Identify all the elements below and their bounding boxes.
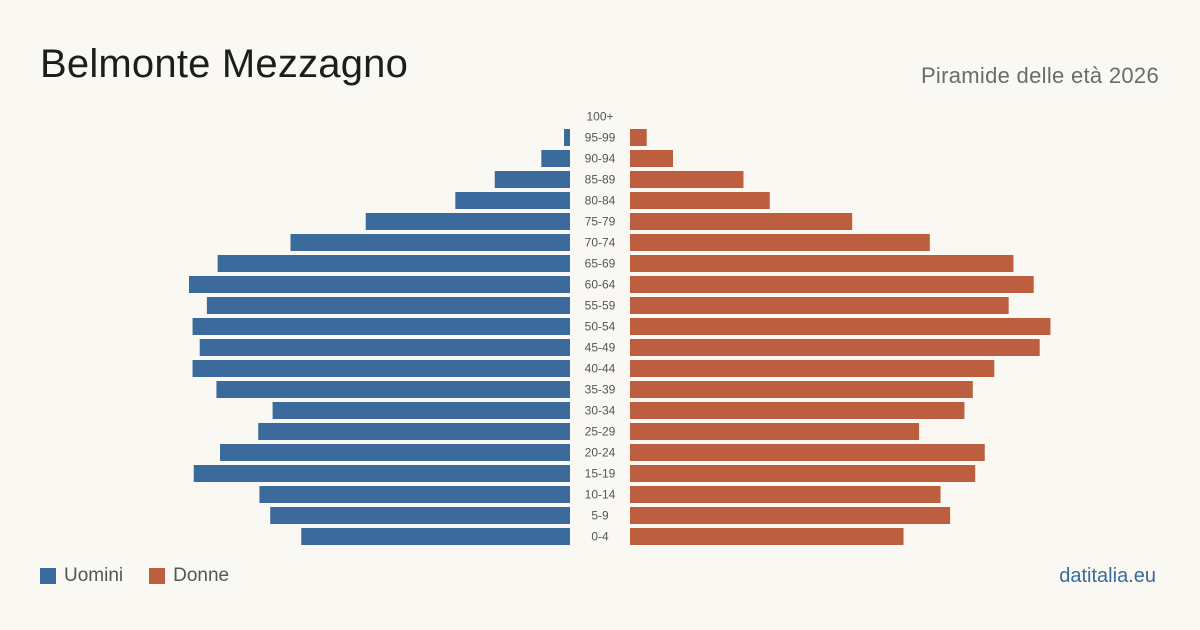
bar-women-25-29 <box>630 423 920 440</box>
bar-women-75-79 <box>630 213 853 230</box>
legend: Uomini Donne <box>40 565 255 587</box>
age-label-35-39: 35-39 <box>585 383 616 397</box>
age-label-25-29: 25-29 <box>585 425 616 439</box>
bar-women-5-9 <box>630 507 951 524</box>
age-label-85-89: 85-89 <box>585 173 616 187</box>
age-label-15-19: 15-19 <box>585 467 616 481</box>
bar-women-90-94 <box>630 150 673 167</box>
age-label-95-99: 95-99 <box>585 131 616 145</box>
bar-men-5-9 <box>270 507 570 524</box>
age-label-30-34: 30-34 <box>585 404 616 418</box>
bar-women-95-99 <box>630 129 647 146</box>
bar-men-55-59 <box>206 297 570 314</box>
page-title: Belmonte Mezzagno <box>40 42 409 86</box>
bar-men-50-54 <box>192 318 571 335</box>
bar-women-35-39 <box>630 381 973 398</box>
bar-men-90-94 <box>541 150 570 167</box>
bar-men-25-29 <box>258 423 570 440</box>
age-label-0-4: 0-4 <box>591 530 609 544</box>
age-label-70-74: 70-74 <box>585 236 616 250</box>
bar-men-10-14 <box>259 486 570 503</box>
age-label-80-84: 80-84 <box>585 194 616 208</box>
brand-link[interactable]: datitalia.eu <box>1059 565 1156 587</box>
bar-men-15-19 <box>193 465 570 482</box>
age-label-45-49: 45-49 <box>585 341 616 355</box>
bar-men-70-74 <box>290 234 570 251</box>
age-label-100plus: 100+ <box>586 110 613 124</box>
bar-women-30-34 <box>630 402 965 419</box>
bar-women-40-44 <box>630 360 995 377</box>
bar-men-20-24 <box>220 444 570 461</box>
legend-item-men: Uomini <box>40 565 123 587</box>
bar-women-0-4 <box>630 528 904 545</box>
age-label-10-14: 10-14 <box>585 488 616 502</box>
bar-women-10-14 <box>630 486 941 503</box>
bar-men-80-84 <box>455 192 570 209</box>
bar-men-45-49 <box>199 339 570 356</box>
age-label-20-24: 20-24 <box>585 446 616 460</box>
age-label-75-79: 75-79 <box>585 215 616 229</box>
legend-label-women: Donne <box>173 565 230 586</box>
bar-men-35-39 <box>216 381 570 398</box>
age-label-5-9: 5-9 <box>591 509 609 523</box>
bar-women-65-69 <box>630 255 1014 272</box>
bar-women-50-54 <box>630 318 1051 335</box>
bar-men-65-69 <box>217 255 570 272</box>
bar-women-60-64 <box>630 276 1034 293</box>
bar-women-70-74 <box>630 234 930 251</box>
bar-men-85-89 <box>494 171 570 188</box>
bar-men-75-79 <box>365 213 570 230</box>
legend-swatch-women <box>149 568 166 584</box>
age-label-50-54: 50-54 <box>585 320 616 334</box>
age-label-40-44: 40-44 <box>585 362 616 376</box>
bar-men-40-44 <box>192 360 571 377</box>
bar-men-30-34 <box>272 402 570 419</box>
bar-women-20-24 <box>630 444 985 461</box>
legend-item-women: Donne <box>149 565 229 587</box>
bar-women-55-59 <box>630 297 1009 314</box>
chart-subtitle: Piramide delle età 2026 <box>920 63 1159 88</box>
bar-men-95-99 <box>564 129 570 146</box>
age-label-65-69: 65-69 <box>585 257 616 271</box>
age-label-55-59: 55-59 <box>585 299 616 313</box>
bar-men-60-64 <box>188 276 570 293</box>
age-label-60-64: 60-64 <box>585 278 616 292</box>
legend-label-men: Uomini <box>64 565 124 586</box>
age-label-90-94: 90-94 <box>585 152 616 166</box>
bar-men-0-4 <box>301 528 570 545</box>
bar-women-80-84 <box>630 192 770 209</box>
bar-women-45-49 <box>630 339 1040 356</box>
bar-women-15-19 <box>630 465 976 482</box>
legend-swatch-men <box>40 568 56 584</box>
bar-women-85-89 <box>630 171 744 188</box>
